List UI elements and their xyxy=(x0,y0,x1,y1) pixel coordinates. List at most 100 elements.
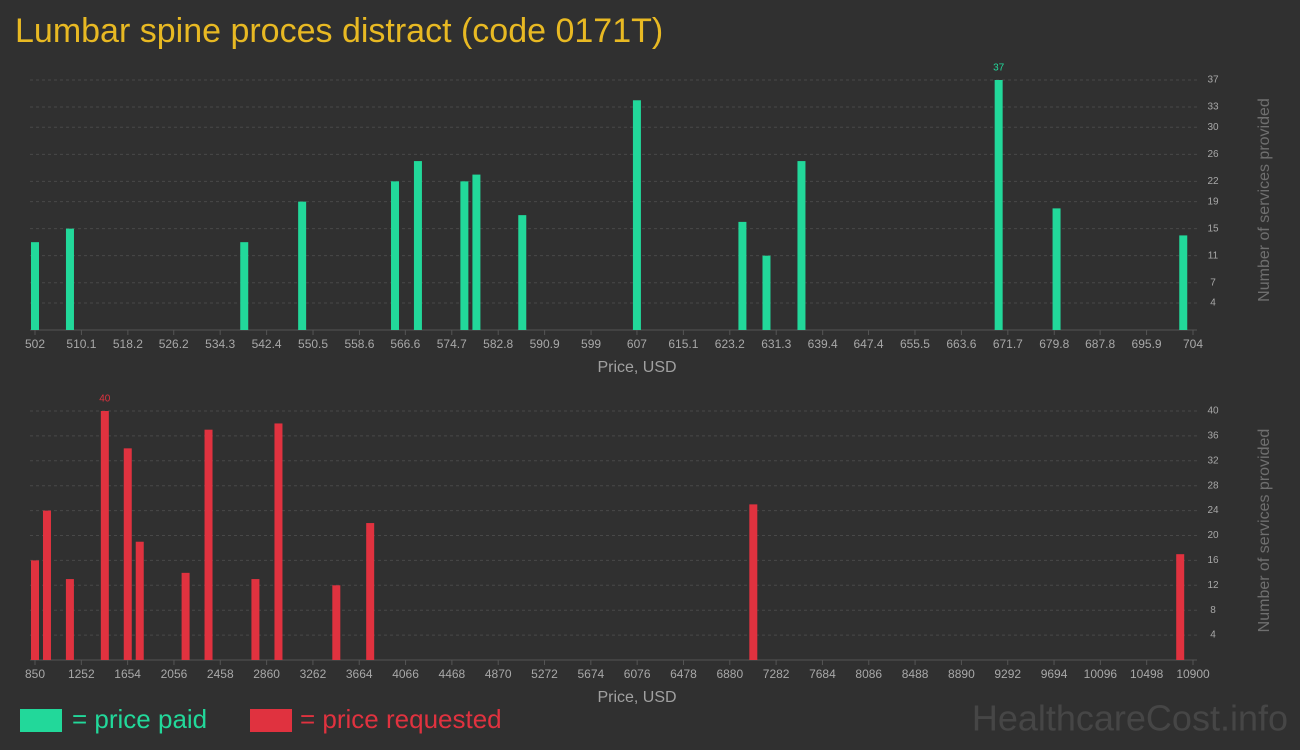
x-axis-label: Price, USD xyxy=(597,689,676,706)
x-tick-label: 10498 xyxy=(1130,667,1164,681)
y-tick-label: 16 xyxy=(1207,555,1219,566)
x-tick-label: 695.9 xyxy=(1132,337,1162,351)
y-tick-label: 28 xyxy=(1207,480,1219,491)
y-tick-label: 37 xyxy=(1207,75,1219,86)
y-tick-label: 26 xyxy=(1207,149,1219,160)
bar xyxy=(274,423,283,660)
x-tick-label: 5674 xyxy=(577,667,604,681)
bar xyxy=(413,161,422,330)
y-tick-label: 11 xyxy=(1208,250,1219,261)
y-tick-label: 32 xyxy=(1207,455,1219,466)
data-label: 37 xyxy=(993,63,1005,74)
x-tick-label: 655.5 xyxy=(900,337,930,351)
y-tick-label: 22 xyxy=(1207,176,1219,187)
x-tick-label: 526.2 xyxy=(159,337,189,351)
legend-swatch-requested xyxy=(250,709,292,732)
x-tick-label: 2458 xyxy=(207,667,234,681)
y-axis-label: Number of services provided xyxy=(1256,98,1273,302)
bar xyxy=(123,448,132,660)
bar xyxy=(240,242,249,330)
y-axis-label: Number of services provided xyxy=(1256,429,1273,633)
bar xyxy=(762,255,771,330)
bar xyxy=(251,579,260,660)
bar xyxy=(738,221,747,330)
bar xyxy=(31,242,39,330)
x-tick-label: 3664 xyxy=(346,667,373,681)
y-tick-label: 12 xyxy=(1207,580,1219,591)
bar xyxy=(391,181,400,330)
y-tick-label: 20 xyxy=(1207,530,1219,541)
x-tick-label: 7684 xyxy=(809,667,836,681)
y-tick-label: 15 xyxy=(1207,223,1219,234)
x-tick-label: 534.3 xyxy=(205,337,235,351)
y-tick-label: 19 xyxy=(1207,196,1219,207)
legend-label: = price paid xyxy=(72,704,207,734)
y-tick-label: 33 xyxy=(1207,102,1219,113)
x-tick-label: 1654 xyxy=(114,667,141,681)
x-axis-label: Price, USD xyxy=(597,359,676,376)
bar xyxy=(749,504,758,660)
y-tick-label: 24 xyxy=(1207,505,1219,516)
x-tick-label: 10096 xyxy=(1084,667,1118,681)
y-tick-label: 4 xyxy=(1210,298,1216,309)
x-tick-label: 558.6 xyxy=(344,337,374,351)
y-tick-label: 4 xyxy=(1210,630,1216,641)
y-tick-label: 40 xyxy=(1207,406,1219,417)
title: Lumbar spine proces distract (code 0171T… xyxy=(15,12,663,50)
bar xyxy=(100,411,109,660)
y-tick-label: 36 xyxy=(1207,431,1219,442)
x-tick-label: 5272 xyxy=(531,667,558,681)
x-tick-label: 639.4 xyxy=(808,337,838,351)
x-tick-label: 8488 xyxy=(902,667,929,681)
x-tick-label: 4066 xyxy=(392,667,419,681)
x-tick-label: 550.5 xyxy=(298,337,328,351)
watermark: HealthcareCost.info xyxy=(972,698,1288,739)
bar xyxy=(797,161,806,330)
x-tick-label: 1252 xyxy=(68,667,95,681)
x-tick-label: 2056 xyxy=(161,667,188,681)
x-tick-label: 704 xyxy=(1183,337,1203,351)
bar xyxy=(1176,554,1185,660)
bar xyxy=(1179,235,1188,330)
y-tick-label: 30 xyxy=(1207,122,1219,133)
x-tick-label: 663.6 xyxy=(946,337,976,351)
x-tick-label: 8086 xyxy=(855,667,882,681)
x-tick-label: 8890 xyxy=(948,667,975,681)
x-tick-label: 671.7 xyxy=(993,337,1023,351)
x-tick-label: 502 xyxy=(25,337,45,351)
x-tick-label: 10900 xyxy=(1176,667,1210,681)
bar xyxy=(204,429,213,660)
x-tick-label: 647.4 xyxy=(854,337,884,351)
bar xyxy=(42,510,51,660)
x-tick-label: 599 xyxy=(581,337,601,351)
x-tick-label: 574.7 xyxy=(437,337,467,351)
y-tick-label: 8 xyxy=(1210,605,1216,616)
x-tick-label: 542.4 xyxy=(252,337,282,351)
data-label: 40 xyxy=(99,394,111,405)
x-tick-label: 631.3 xyxy=(761,337,791,351)
bar xyxy=(1052,208,1061,330)
bar xyxy=(65,228,74,330)
x-tick-label: 582.8 xyxy=(483,337,513,351)
bar xyxy=(135,541,144,660)
bar xyxy=(181,572,190,660)
x-tick-label: 590.9 xyxy=(530,337,560,351)
x-tick-label: 2860 xyxy=(253,667,280,681)
bar xyxy=(31,560,39,660)
x-tick-label: 9292 xyxy=(994,667,1021,681)
x-tick-label: 687.8 xyxy=(1085,337,1115,351)
x-tick-label: 7282 xyxy=(763,667,790,681)
x-tick-label: 510.1 xyxy=(66,337,96,351)
x-tick-label: 3262 xyxy=(300,667,327,681)
x-tick-label: 9694 xyxy=(1041,667,1068,681)
y-tick-label: 7 xyxy=(1210,277,1216,288)
x-tick-label: 6076 xyxy=(624,667,651,681)
x-tick-label: 6880 xyxy=(716,667,743,681)
legend-swatch-paid xyxy=(20,709,62,732)
bar xyxy=(518,215,527,330)
bar xyxy=(994,80,1003,330)
x-tick-label: 6478 xyxy=(670,667,697,681)
x-tick-label: 566.6 xyxy=(390,337,420,351)
